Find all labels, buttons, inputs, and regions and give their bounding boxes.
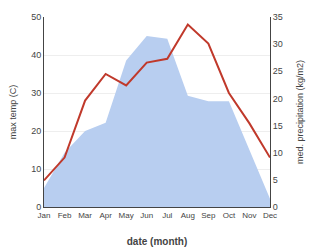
svg-text:0: 0: [36, 202, 41, 212]
svg-text:Aug: Aug: [181, 211, 195, 220]
svg-text:Jan: Jan: [38, 211, 51, 220]
svg-text:Jul: Jul: [162, 211, 172, 220]
svg-text:Oct: Oct: [223, 211, 236, 220]
svg-text:0: 0: [273, 202, 278, 212]
svg-text:10: 10: [31, 164, 41, 174]
svg-text:Sep: Sep: [201, 211, 216, 220]
svg-text:10: 10: [273, 148, 283, 158]
svg-text:Apr: Apr: [99, 211, 112, 220]
svg-text:25: 25: [273, 66, 283, 76]
svg-text:date (month): date (month): [127, 236, 188, 247]
svg-text:15: 15: [273, 121, 283, 131]
svg-text:May: May: [119, 211, 134, 220]
svg-text:max temp (C): max temp (C): [8, 85, 18, 140]
svg-text:med. precipitation (kg/m2): med. precipitation (kg/m2): [295, 60, 305, 164]
svg-text:20: 20: [31, 126, 41, 136]
svg-text:Dec: Dec: [263, 211, 277, 220]
svg-text:Nov: Nov: [242, 211, 256, 220]
svg-text:40: 40: [31, 50, 41, 60]
svg-text:30: 30: [31, 88, 41, 98]
svg-text:Mar: Mar: [78, 211, 92, 220]
svg-text:35: 35: [273, 12, 283, 22]
svg-text:30: 30: [273, 39, 283, 49]
svg-text:50: 50: [31, 12, 41, 22]
svg-text:Jun: Jun: [140, 211, 153, 220]
svg-text:20: 20: [273, 94, 283, 104]
svg-text:Feb: Feb: [58, 211, 72, 220]
svg-text:5: 5: [273, 175, 278, 185]
